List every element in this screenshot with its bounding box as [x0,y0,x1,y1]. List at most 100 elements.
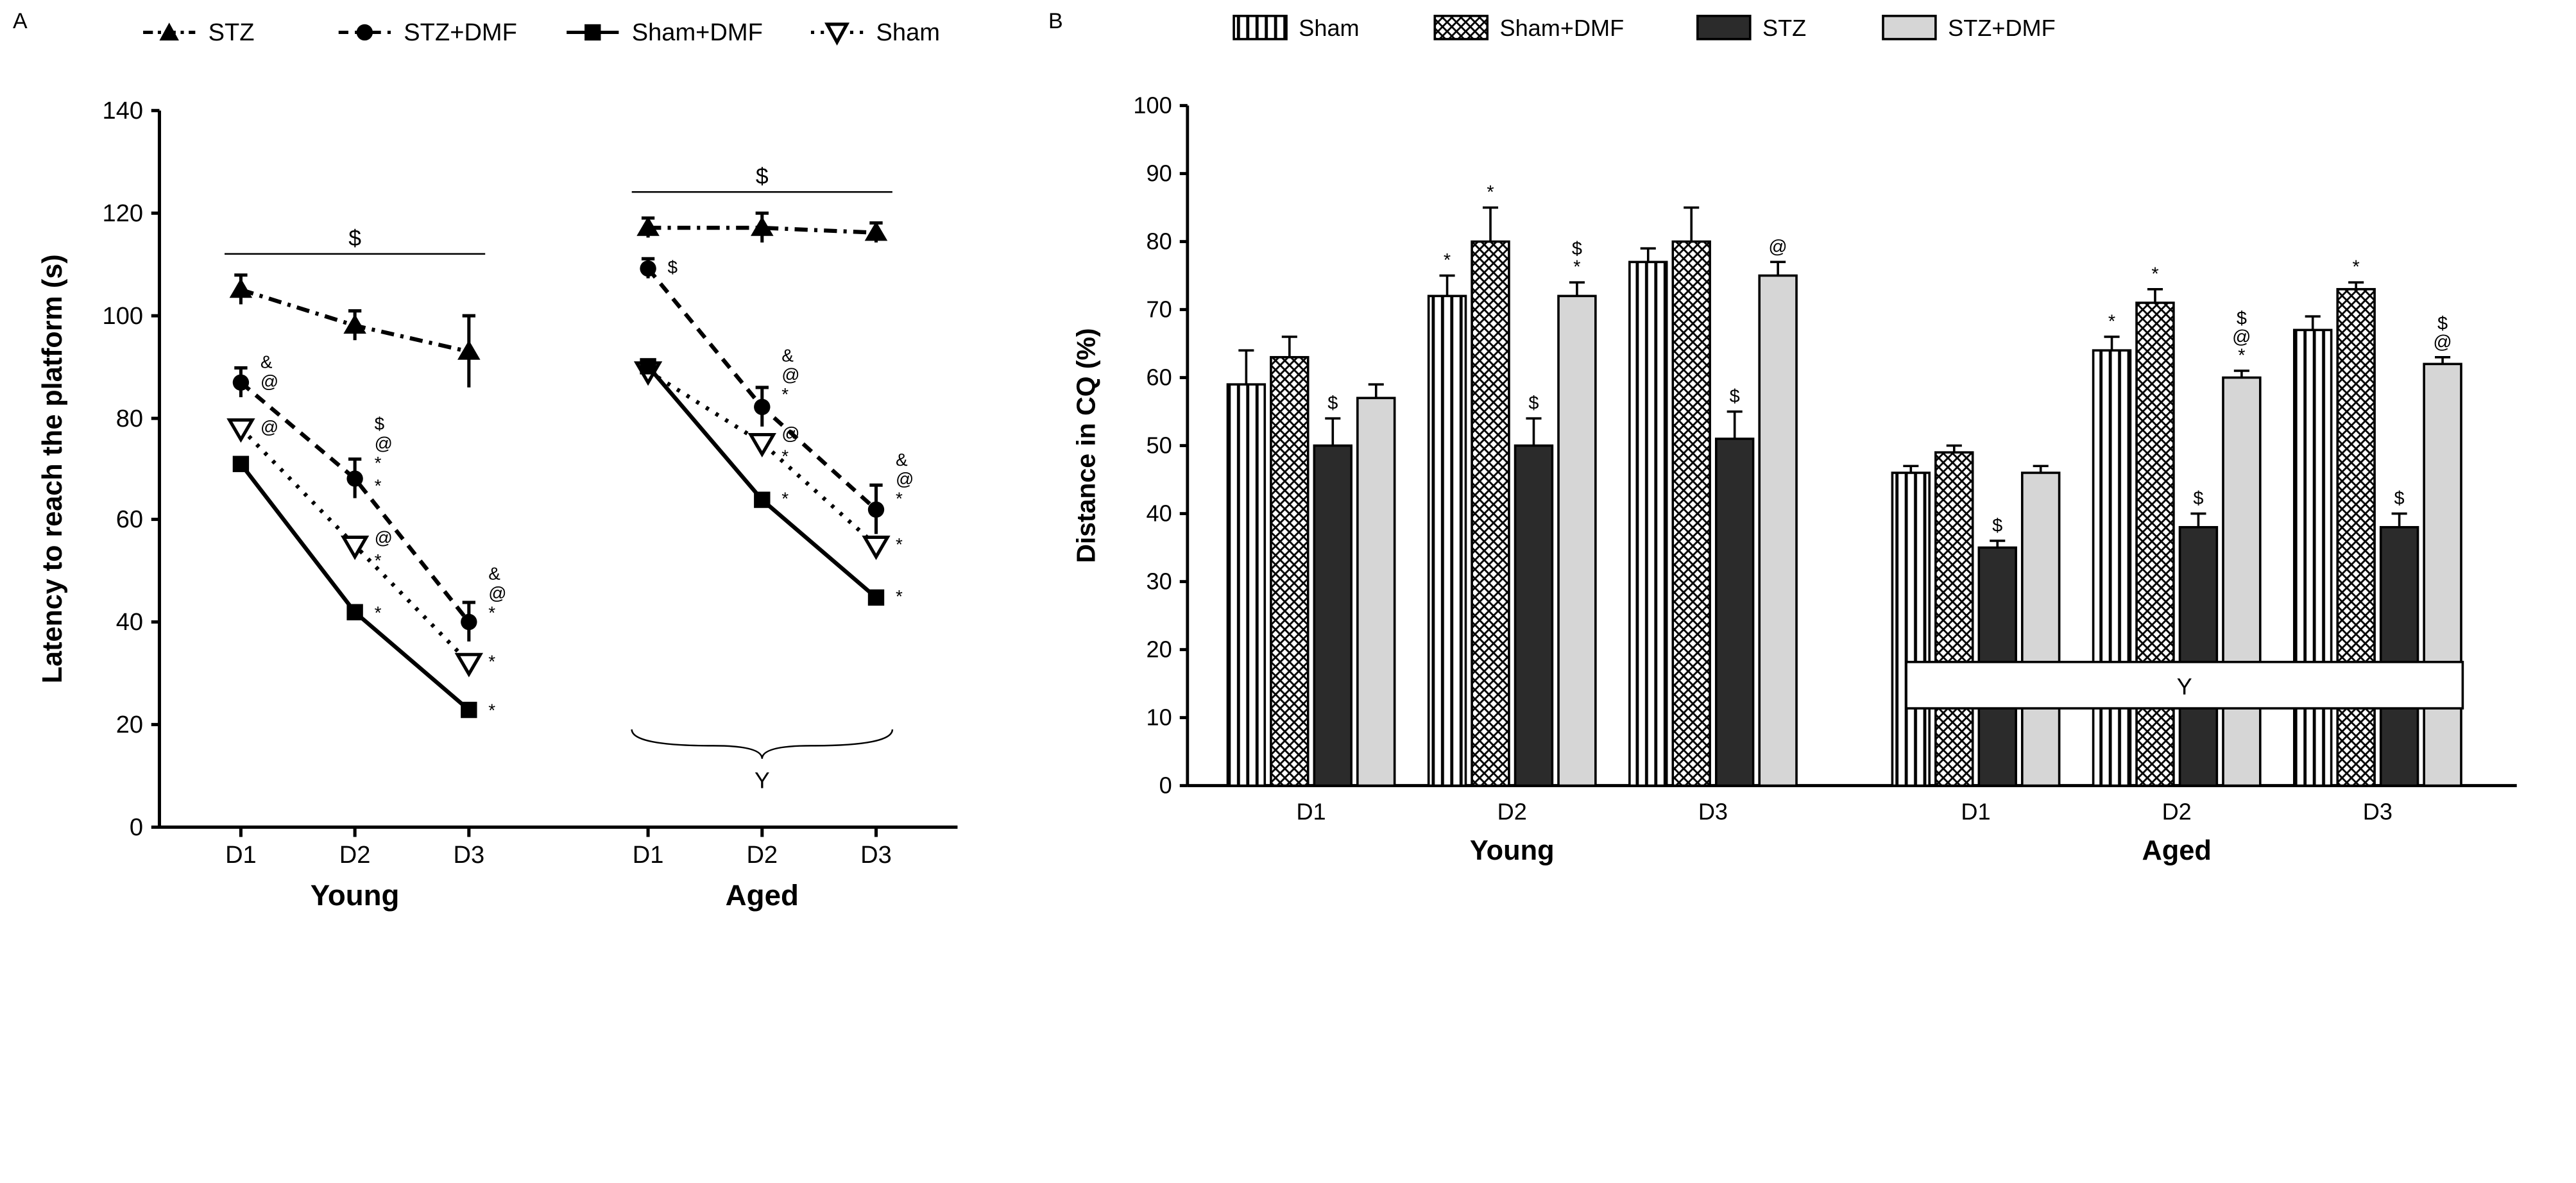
bar [2022,473,2060,786]
legend-b-stzdmf: STZ+DMF [1948,15,2056,41]
svg-text:90: 90 [1147,160,1172,187]
panel-b-legend: Sham Sham+DMF STZ STZ+DMF [1234,15,2056,41]
svg-text:$: $ [1572,239,1582,259]
svg-text:D1: D1 [1961,799,1990,825]
svg-text:D1: D1 [633,842,664,869]
legend-b-stz: STZ [1762,15,1806,41]
svg-text:20: 20 [116,711,143,738]
aged-dollar: $ [756,164,769,189]
bar [1630,262,1667,785]
svg-text:$: $ [1528,393,1539,414]
bar [2137,303,2174,786]
svg-text:*: * [2108,312,2115,332]
bar [2094,350,2131,785]
legend-shamdmf: Sham+DMF [632,19,763,46]
svg-text:@: @ [781,365,799,385]
panel-a-ylabel: Latency to reach the platform (s) [37,254,68,683]
svg-text:30: 30 [1147,568,1172,595]
svg-text:*: * [375,602,382,622]
svg-text:&: & [260,352,273,371]
series-shamdmf [233,358,884,718]
svg-text:*: * [781,384,789,404]
panel-a-axes: 0 20 40 60 80 100 120 140 Latency to rea… [37,98,957,912]
svg-text:$: $ [2437,313,2448,334]
svg-text:100: 100 [103,303,144,330]
svg-text:@: @ [375,433,393,453]
svg-text:@: @ [2433,332,2452,352]
svg-text:40: 40 [1147,500,1172,527]
svg-text:*: * [781,447,789,466]
bar [2223,378,2260,786]
svg-text:*: * [375,475,382,495]
legend-stzdmf: STZ+DMF [404,19,517,46]
svg-text:70: 70 [1147,296,1172,323]
svg-text:$: $ [2237,309,2247,329]
svg-text:$: $ [1730,386,1740,407]
svg-text:D3: D3 [453,842,484,869]
svg-text:D2: D2 [339,842,371,869]
svg-text:D1: D1 [1296,799,1326,825]
panel-a-svg: STZ STZ+DMF Sham+DMF Sham [13,13,1023,925]
young-dollar: $ [348,225,361,251]
panel-b-ylabel: Distance in CQ (%) [1071,328,1100,563]
svg-text:&: & [896,450,908,470]
svg-text:D3: D3 [860,842,892,869]
svg-text:*: * [375,453,382,473]
bar [2294,330,2332,785]
svg-text:50: 50 [1147,432,1172,459]
svg-text:10: 10 [1147,704,1172,731]
group-aged-a: Aged [726,879,799,912]
svg-text:$: $ [668,257,678,277]
bar [1892,473,1929,786]
bar [2381,527,2418,786]
bar [1227,384,1265,785]
svg-text:@: @ [260,417,278,437]
svg-text:D2: D2 [746,842,778,869]
svg-text:*: * [1573,257,1580,278]
bar [1558,296,1596,785]
svg-text:*: * [2353,257,2360,278]
svg-text:*: * [2151,264,2158,284]
svg-text:@: @ [781,423,799,443]
panel-b-svg: Sham Sham+DMF STZ STZ+DMF 0 10 20 30 40 [1048,13,2563,878]
bar [1429,296,1466,785]
panel-b-xticks: D1D2D3 D1D2D3 [1296,799,2393,825]
series-sham [230,363,888,674]
bar [1759,276,1796,786]
svg-text:*: * [488,652,495,672]
bar [1673,242,1710,786]
legend-stz: STZ [209,19,255,46]
bar [1716,439,1753,786]
svg-text:*: * [488,602,495,622]
svg-text:*: * [781,489,789,509]
svg-text:40: 40 [116,609,143,636]
svg-text:$: $ [2193,488,2203,509]
svg-text:*: * [375,550,382,570]
svg-text:&: & [781,345,794,365]
group-young-a: Young [311,879,400,912]
svg-text:@: @ [488,583,506,603]
svg-text:$: $ [1992,516,2002,536]
svg-text:D2: D2 [2162,799,2192,825]
figure-container: A STZ STZ+DMF Sham+DMF [13,13,2563,925]
aged-y-box: Y [1906,662,2462,708]
svg-text:Y: Y [2177,673,2192,699]
bar [1515,446,1553,786]
svg-text:100: 100 [1133,92,1172,119]
aged-brace: Y [632,729,892,793]
legend-b-sham: Sham [1299,15,1359,41]
legend-sham: Sham [876,19,940,46]
svg-text:60: 60 [116,506,143,533]
svg-text:0: 0 [130,814,143,841]
svg-text:@: @ [2232,327,2251,348]
panel-a-label: A [13,9,28,34]
svg-text:20: 20 [1147,636,1172,663]
svg-text:@: @ [1768,237,1787,257]
legend-b-shamdmf: Sham+DMF [1499,15,1624,41]
svg-text:80: 80 [116,405,143,432]
svg-text:D3: D3 [2363,799,2393,825]
panel-a-legend: STZ STZ+DMF Sham+DMF Sham [143,19,940,46]
svg-text:Y: Y [755,767,770,793]
svg-text:140: 140 [103,98,144,124]
svg-text:$: $ [1327,393,1338,414]
